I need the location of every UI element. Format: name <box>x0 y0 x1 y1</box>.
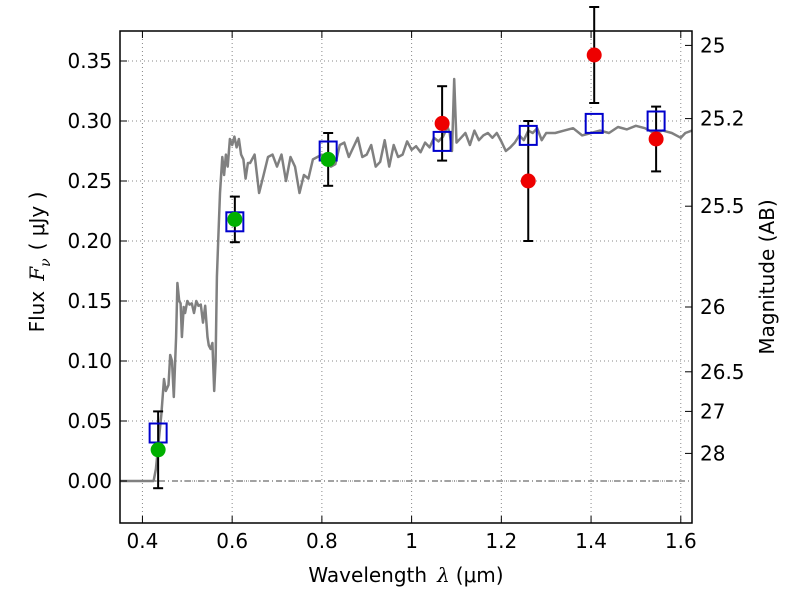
y-axis-label-subscript: ν <box>38 258 54 267</box>
model-square-marker <box>584 112 604 134</box>
x-tick-label: 1.2 <box>485 529 517 553</box>
x-tick-label: 1 <box>405 529 418 553</box>
mag-tick-label: 25.5 <box>700 194 745 218</box>
y-tick-label: 0.25 <box>67 169 112 193</box>
y-tick-label: 0.15 <box>67 289 112 313</box>
red-data-point <box>434 115 450 131</box>
y-axis-label-unit: ( μJy ) <box>25 192 49 251</box>
x-tick-label: 0.6 <box>216 529 248 553</box>
x-tick-label: 0.4 <box>127 529 159 553</box>
y-tick-label: 0.20 <box>67 229 112 253</box>
model-square-marker <box>432 130 452 152</box>
model-spectrum <box>120 77 693 483</box>
y-tick-label: 0.05 <box>67 409 112 433</box>
x-tick-label: 1.6 <box>665 529 697 553</box>
mag-tick-label: 25.2 <box>700 107 745 131</box>
model-square-marker <box>518 124 538 146</box>
x-axis-label-symbol: λ <box>436 563 450 587</box>
green-data-point <box>227 211 243 227</box>
x-tick-label: 0.8 <box>306 529 338 553</box>
x-tick-label: 1.4 <box>575 529 607 553</box>
mag-tick-label: 26 <box>700 295 725 319</box>
y-axis-label-symbol: F <box>25 266 49 282</box>
x-axis-label-prefix: Wavelength <box>308 563 427 587</box>
y-tick-label: 0.35 <box>67 49 112 73</box>
data-points <box>148 6 666 490</box>
y-axis-label: Flux Fν ( μJy ) <box>25 192 54 333</box>
y-axis-label-prefix: Flux <box>25 291 49 333</box>
x-axis-label: Wavelength λ (μm) <box>308 563 503 587</box>
green-data-point <box>150 442 166 458</box>
y-tick-label: 0.00 <box>67 469 112 493</box>
mag-tick-label: 26.5 <box>700 360 745 384</box>
green-data-point <box>320 151 336 167</box>
plot-border <box>119 30 693 524</box>
y-tick-label: 0.10 <box>67 349 112 373</box>
mag-tick-label: 27 <box>700 399 725 423</box>
model-spectrum-line <box>120 77 693 483</box>
model-square-marker <box>646 110 666 132</box>
red-data-point <box>648 131 664 147</box>
y2-axis-label: Magnitude (AB) <box>755 199 779 354</box>
mag-tick-label: 25 <box>700 33 725 57</box>
red-data-point <box>520 173 536 189</box>
mag-tick-label: 28 <box>700 441 725 465</box>
red-data-point <box>586 47 602 63</box>
x-axis-label-unit: (μm) <box>456 563 504 587</box>
plot-frame <box>119 30 693 524</box>
axis-ticks: 0.4 0.6 0.8 1 1.2 1.4 1.6 0.00 0.05 0.10 0.15 0.20 0… <box>67 31 745 553</box>
y-tick-label: 0.30 <box>67 109 112 133</box>
